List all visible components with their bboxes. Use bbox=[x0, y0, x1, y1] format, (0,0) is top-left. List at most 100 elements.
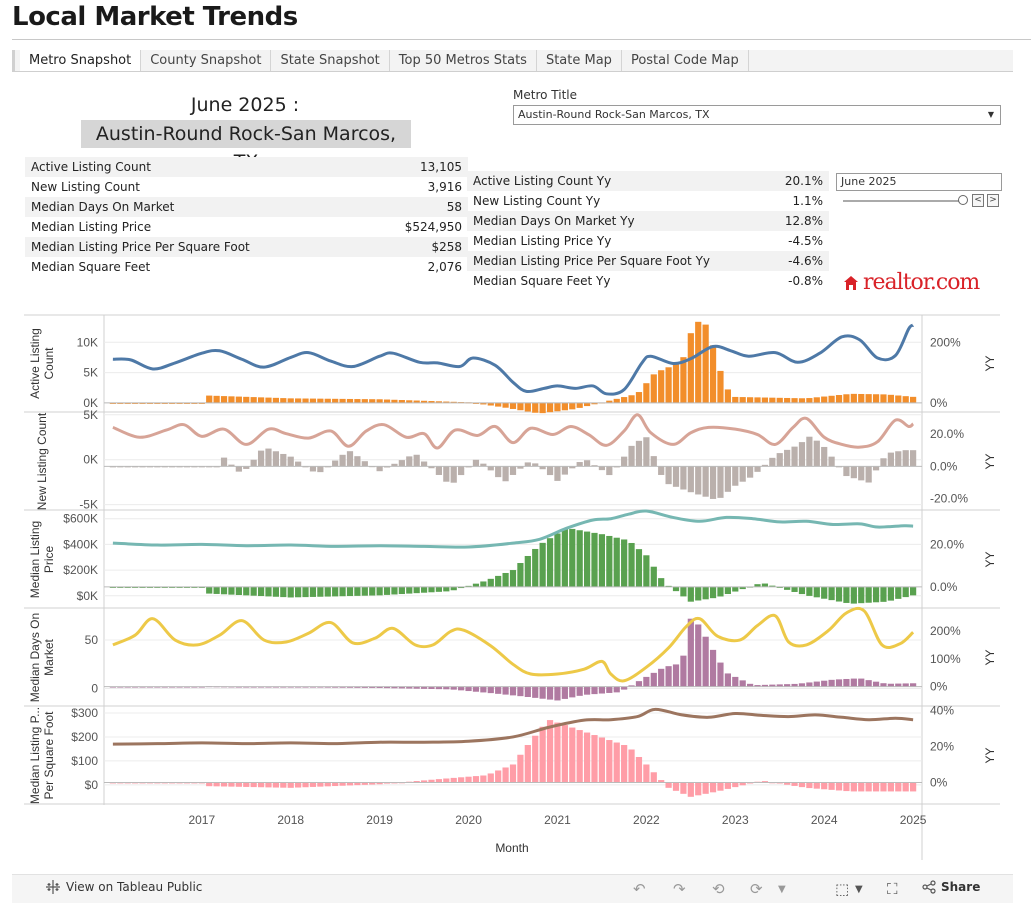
yy-bar bbox=[509, 570, 517, 587]
date-slider-track[interactable] bbox=[843, 200, 961, 202]
yy-bar bbox=[717, 586, 724, 597]
tab-top-50-metros[interactable]: Top 50 Metros Stats bbox=[390, 50, 537, 71]
yy-bar bbox=[517, 563, 524, 587]
yy-bar bbox=[798, 683, 806, 687]
yy-bar bbox=[583, 732, 591, 783]
share-button[interactable]: Share bbox=[922, 880, 980, 894]
yy-bar bbox=[398, 400, 405, 403]
yy-bar bbox=[235, 782, 242, 787]
yy-bar bbox=[183, 586, 191, 588]
right-tick-label: 20.0% bbox=[930, 538, 964, 552]
yy-bar bbox=[243, 466, 250, 469]
tab-metro-snapshot[interactable]: Metro Snapshot bbox=[20, 50, 142, 71]
stat-row: Median Square Feet 2,076 bbox=[25, 257, 468, 277]
yy-bar bbox=[539, 726, 546, 783]
dropdown-arrow-icon: ▼ bbox=[987, 110, 994, 119]
yy-bar bbox=[828, 456, 835, 467]
yy-bar bbox=[309, 398, 317, 403]
yy-bar bbox=[858, 782, 865, 792]
download-icon[interactable]: ⬚ bbox=[835, 880, 850, 898]
yy-bar bbox=[146, 586, 154, 588]
x-tick-label: 2019 bbox=[366, 813, 393, 827]
view-on-tableau-button[interactable]: View on Tableau Public bbox=[46, 880, 202, 894]
right-tick-label: 0% bbox=[930, 396, 948, 410]
revert-icon[interactable]: ⟲ bbox=[712, 880, 725, 898]
yy-bar bbox=[257, 450, 265, 467]
yy-bar bbox=[206, 395, 213, 403]
date-filter-input[interactable]: June 2025 bbox=[836, 173, 1002, 191]
yy-bar bbox=[724, 389, 731, 403]
yy-bar bbox=[332, 586, 339, 597]
stat-label: Median Square Feet Yy bbox=[473, 274, 611, 288]
right-tick-label: 200% bbox=[930, 335, 961, 349]
stat-value: 58 bbox=[446, 200, 462, 214]
value-line bbox=[112, 707, 914, 746]
view-on-tableau-label: View on Tableau Public bbox=[66, 880, 203, 894]
yy-bar bbox=[265, 448, 272, 467]
yy-bar bbox=[791, 398, 798, 403]
yy-bar bbox=[717, 662, 724, 687]
tab-state-snapshot[interactable]: State Snapshot bbox=[271, 50, 390, 71]
yy-bar bbox=[509, 402, 517, 409]
yy-bar bbox=[598, 686, 606, 694]
yy-bar bbox=[383, 782, 391, 784]
yy-bar bbox=[420, 400, 428, 403]
date-slider-handle[interactable] bbox=[958, 195, 968, 205]
left-tick-label: 0K bbox=[83, 453, 98, 467]
yy-bar bbox=[539, 686, 546, 699]
stat-value: $524,950 bbox=[404, 220, 462, 234]
y-axis-title: New Listing Count bbox=[35, 412, 49, 510]
yy-bar bbox=[458, 686, 465, 691]
refresh-icon[interactable]: ⟳ bbox=[750, 880, 763, 898]
yy-bar bbox=[717, 782, 724, 791]
stat-row: Active Listing Count 13,105 bbox=[25, 157, 468, 177]
yy-bar bbox=[376, 686, 383, 688]
yy-bar bbox=[732, 466, 739, 486]
yy-bar bbox=[806, 682, 813, 687]
tab-county-snapshot[interactable]: County Snapshot bbox=[141, 50, 272, 71]
metro-select-dropdown[interactable]: Austin-Round Rock-San Marcos, TX ▼ bbox=[513, 105, 1001, 125]
yy-bar bbox=[554, 686, 561, 701]
y-axis-title: Median Listing P... bbox=[28, 707, 42, 804]
yy-bar bbox=[739, 680, 746, 687]
stat-label: New Listing Count bbox=[31, 180, 140, 194]
yy-bar bbox=[643, 437, 650, 467]
yy-bar bbox=[635, 392, 643, 403]
yy-bar bbox=[591, 532, 598, 587]
left-tick-label: $600K bbox=[63, 512, 98, 526]
date-next-button[interactable]: > bbox=[987, 194, 999, 207]
tab-postal-code-map[interactable]: Postal Code Map bbox=[622, 50, 749, 71]
refresh-menu-chevron-icon[interactable]: ▼ bbox=[778, 884, 786, 895]
yy-bar bbox=[613, 742, 620, 783]
yy-bar bbox=[880, 394, 887, 403]
yy-bar bbox=[643, 383, 650, 403]
yy-bar bbox=[354, 782, 361, 786]
date-prev-button[interactable]: < bbox=[972, 194, 984, 207]
yy-bar bbox=[621, 745, 628, 783]
yy-bar bbox=[835, 782, 843, 791]
yy-bar bbox=[843, 586, 850, 603]
yy-bar bbox=[339, 686, 346, 688]
yy-bar bbox=[302, 586, 309, 598]
undo-icon[interactable]: ↶ bbox=[633, 880, 646, 898]
yy-bar bbox=[487, 402, 494, 406]
tab-state-map[interactable]: State Map bbox=[537, 50, 622, 71]
yy-bar bbox=[835, 586, 843, 602]
stat-row: Median Listing Price Per Square Foot Yy -… bbox=[467, 251, 829, 271]
yy-bar bbox=[865, 394, 872, 403]
yy-bar bbox=[828, 395, 835, 403]
download-menu-chevron-icon[interactable]: ▼ bbox=[855, 884, 863, 895]
right-tick-label: 200% bbox=[930, 624, 961, 638]
yy-bar bbox=[517, 466, 524, 469]
yy-bar bbox=[391, 586, 398, 595]
yy-bar bbox=[695, 624, 702, 687]
yy-bar bbox=[880, 782, 887, 792]
redo-icon[interactable]: ↷ bbox=[673, 880, 686, 898]
x-tick-label: 2021 bbox=[544, 813, 571, 827]
yy-bar bbox=[828, 679, 835, 687]
fullscreen-icon[interactable]: ⛶ bbox=[887, 880, 898, 898]
yy-bar bbox=[287, 782, 294, 788]
yy-bar bbox=[517, 754, 524, 783]
yy-bar bbox=[887, 683, 894, 687]
yy-bar bbox=[206, 586, 213, 594]
